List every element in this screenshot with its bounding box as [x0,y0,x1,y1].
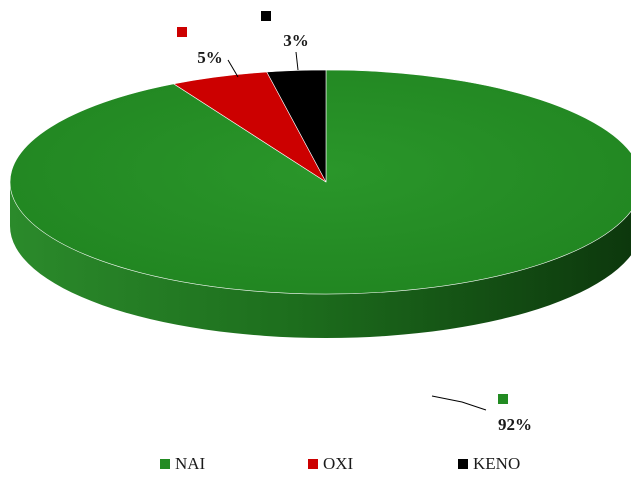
pie-slice-keno [266,69,327,183]
data-label-key-keno [261,11,271,21]
leader-lines-group [227,51,487,411]
data-label-key-oxi [177,27,187,37]
pie-side-nai [10,182,631,338]
leader-line-keno [295,51,299,71]
leader-line-nai [431,395,487,411]
pie-top-group [9,69,631,295]
legend: NAI OXI KENO [160,454,520,473]
data-labels-group: 92% 5% 3% [177,11,532,434]
leader-line-oxi [227,59,239,78]
legend-swatch-keno [458,459,468,469]
data-label-keno: 3% [283,31,309,50]
legend-swatch-nai [160,459,170,469]
data-label-key-nai [498,394,508,404]
data-label-oxi: 5% [197,48,223,67]
legend-label-keno: KENO [473,454,520,473]
legend-swatch-oxi [308,459,318,469]
pie-slice-nai [9,69,631,295]
legend-label-oxi: OXI [323,454,354,473]
legend-label-nai: NAI [175,454,206,473]
data-label-nai: 92% [498,415,532,434]
pie-side-group [10,182,631,338]
